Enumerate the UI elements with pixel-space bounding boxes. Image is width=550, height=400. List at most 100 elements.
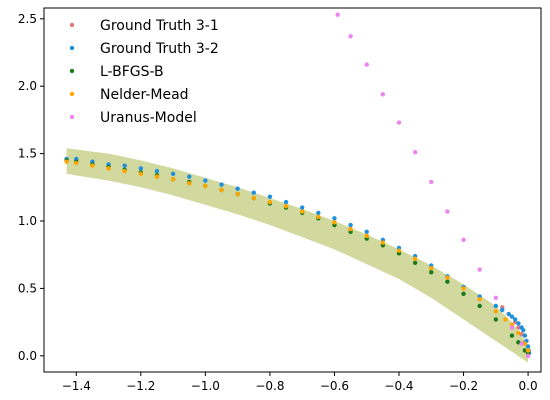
data-point — [335, 12, 340, 17]
data-point — [235, 191, 240, 197]
confidence-band-layer — [66, 148, 529, 363]
data-point — [364, 229, 369, 234]
x-tick-label: −1.0 — [191, 379, 220, 393]
data-point — [516, 321, 521, 326]
data-point — [122, 168, 127, 174]
x-axis: −1.4 −1.2 −1.0 −0.8 −0.6 −0.4 −0.2 0.0 — [62, 372, 538, 393]
data-point — [138, 171, 144, 177]
data-point — [332, 220, 337, 225]
data-point — [235, 186, 240, 191]
data-point — [506, 311, 511, 317]
legend-label: L-BFGS-B — [100, 64, 164, 80]
y-tick-label: 1.0 — [18, 214, 37, 228]
series-3 — [64, 159, 531, 353]
data-point — [187, 181, 192, 186]
data-point — [522, 333, 528, 338]
y-axis: 0.0 0.5 1.0 1.5 2.0 2.5 — [18, 12, 44, 363]
data-point — [251, 195, 256, 201]
data-point — [461, 237, 466, 243]
data-point — [267, 199, 273, 205]
data-point — [512, 317, 518, 322]
data-point — [380, 92, 386, 97]
data-point — [90, 163, 95, 168]
legend-marker — [69, 91, 75, 97]
plot-frame — [43, 7, 542, 373]
x-tick-label: −0.2 — [449, 379, 478, 393]
data-point — [219, 182, 224, 187]
y-tick-label: 1.5 — [18, 147, 37, 161]
y-tick-label: 0.5 — [18, 281, 37, 295]
data-point — [522, 348, 528, 353]
data-point — [509, 325, 515, 330]
data-point — [493, 309, 499, 314]
data-point — [503, 317, 508, 322]
data-point — [380, 240, 386, 245]
data-point — [521, 328, 526, 333]
x-tick-label: −0.6 — [320, 379, 349, 393]
data-point — [267, 194, 273, 199]
data-point — [477, 297, 482, 302]
x-tick-label: 0.0 — [519, 379, 538, 393]
data-point — [493, 295, 499, 301]
x-tick-label: −0.8 — [255, 379, 284, 393]
data-point — [251, 190, 256, 195]
data-point — [154, 168, 160, 174]
data-point — [348, 226, 353, 232]
data-point — [412, 150, 418, 155]
data-point — [219, 187, 224, 193]
data-point — [519, 341, 524, 346]
data-point — [203, 178, 208, 183]
data-point — [64, 159, 69, 164]
data-point — [364, 233, 369, 239]
data-point — [203, 183, 208, 189]
data-point — [396, 120, 402, 125]
legend-label: Ground Truth 3-2 — [100, 41, 219, 57]
data-point — [493, 317, 499, 322]
x-tick-label: −1.2 — [126, 379, 155, 393]
series-4 — [335, 12, 531, 359]
data-point — [316, 210, 321, 216]
legend-label: Uranus-Model — [100, 110, 197, 126]
data-point — [412, 260, 418, 265]
data-point — [522, 341, 528, 346]
data-point — [509, 333, 515, 338]
data-point — [106, 166, 111, 171]
data-point — [154, 174, 160, 179]
series-1 — [64, 156, 532, 356]
data-point — [429, 179, 434, 185]
data-point — [299, 205, 305, 210]
data-point — [283, 203, 289, 209]
data-point — [122, 163, 127, 168]
data-point — [461, 286, 466, 291]
data-point — [525, 348, 531, 353]
data-point — [429, 265, 434, 271]
confidence-band — [66, 148, 529, 363]
legend-marker — [69, 45, 75, 51]
series-layer — [64, 12, 532, 359]
x-tick-label: −1.4 — [62, 379, 91, 393]
data-point — [429, 270, 434, 275]
data-point — [187, 174, 192, 179]
data-point — [477, 267, 482, 272]
data-point — [138, 166, 144, 171]
data-point — [525, 344, 531, 349]
data-point — [348, 222, 353, 228]
legend-label: Nelder-Mead — [100, 87, 189, 103]
data-point — [461, 291, 466, 297]
data-point — [477, 303, 482, 309]
data-point — [509, 314, 515, 319]
data-point — [170, 177, 176, 182]
legend-marker — [69, 22, 75, 28]
x-tick-label: −0.4 — [384, 379, 413, 393]
data-point — [299, 209, 305, 214]
data-point — [445, 275, 450, 280]
data-point — [412, 256, 418, 261]
data-point — [525, 353, 531, 359]
y-tick-label: 2.0 — [18, 79, 37, 93]
data-point — [283, 199, 289, 205]
data-point — [396, 248, 402, 253]
data-point — [332, 216, 337, 221]
data-point — [493, 303, 499, 309]
